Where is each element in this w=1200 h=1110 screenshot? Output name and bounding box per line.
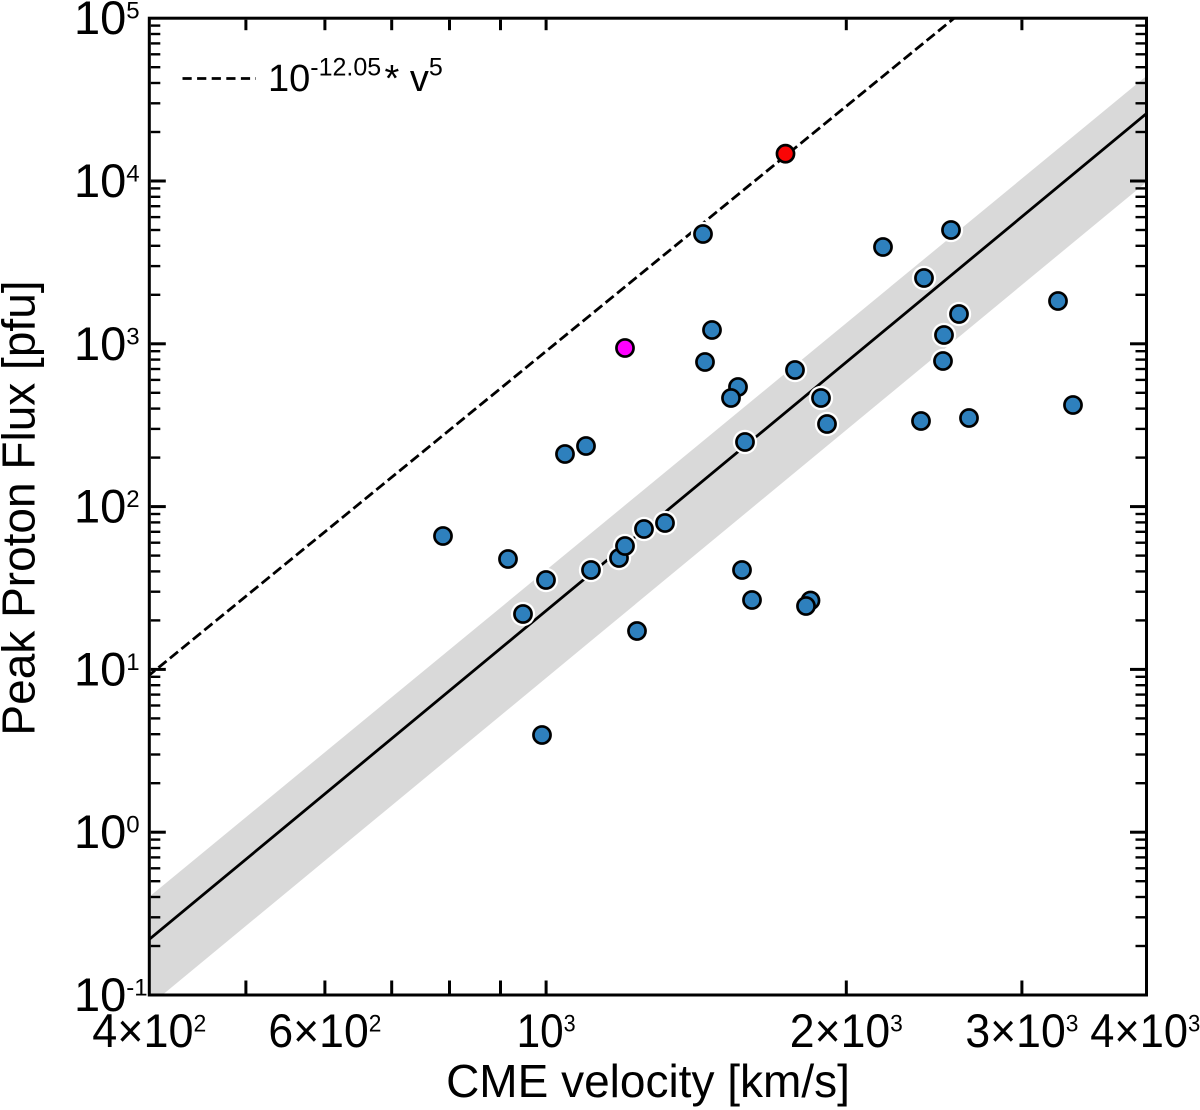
- svg-text:Peak Proton Flux [pfu]: Peak Proton Flux [pfu]: [0, 280, 45, 735]
- svg-text:CME velocity [km/s]: CME velocity [km/s]: [446, 1055, 850, 1107]
- svg-text:6×102: 6×102: [268, 1004, 381, 1057]
- svg-text:4×102: 4×102: [92, 1004, 206, 1057]
- svg-text:104: 104: [74, 154, 140, 207]
- svg-text:3×103: 3×103: [965, 1004, 1078, 1057]
- svg-text:102: 102: [74, 480, 140, 533]
- svg-text:4×103: 4×103: [1090, 1004, 1200, 1057]
- svg-text:100: 100: [74, 805, 140, 858]
- svg-text:2×103: 2×103: [790, 1004, 903, 1057]
